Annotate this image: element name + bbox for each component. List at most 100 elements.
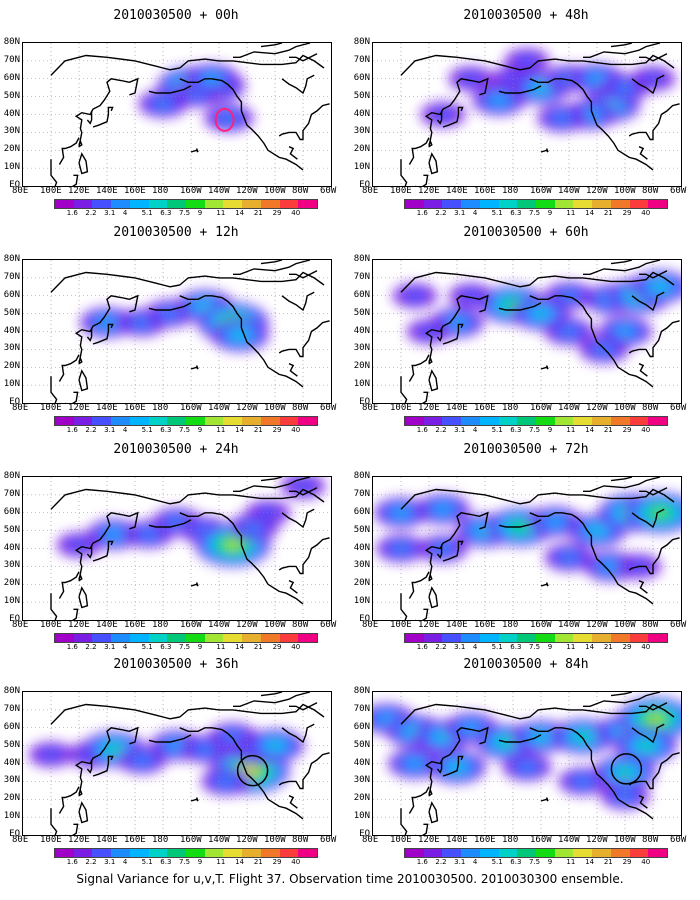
lon-tick-label: 100W [614,620,636,630]
coastline [428,356,433,365]
coastline [400,808,408,835]
lon-tick-label: 80W [642,186,659,196]
colorbar-label: 2.2 [435,858,447,866]
variance-contour [67,538,91,552]
lon-tick-label: 140E [96,620,118,630]
colorbar-label: 29 [272,643,282,651]
colorbar-swatch [442,200,462,208]
variance-contour [245,768,254,773]
colorbar-label: 5.1 [491,426,503,434]
colorbar-swatch [423,200,443,208]
coastline [281,291,315,312]
lat-tick-label: 80N [3,686,20,696]
colorbar-swatch [554,849,574,857]
heatmap-svg [23,692,331,835]
coastline [78,586,89,609]
lat-tick-label: 50N [3,307,20,318]
coastline [260,692,283,697]
colorbar-swatch [461,200,480,208]
coastline [498,85,542,94]
colorbar-swatch [517,417,537,425]
coastline [190,582,199,587]
coastline [50,703,180,725]
coastline [583,692,661,708]
lon-tick-label: 60W [670,835,687,845]
coastline [610,43,633,48]
colorbar-swatch [648,417,668,425]
coastline [289,487,318,496]
colorbar-label: 40 [291,858,301,866]
coastline [86,327,93,342]
colorbar-label: 2.2 [85,426,97,434]
lat-tick-label: 40N [353,542,370,553]
coastline [638,795,648,809]
lon-tick-label: 120W [586,186,608,196]
lat-tick-label: 70N [353,54,370,65]
colorbar-label: 7.5 [179,858,191,866]
colorbar-label: 40 [291,209,301,217]
colorbar-label: 29 [272,426,282,434]
coastline [498,734,542,743]
coastline [529,78,654,171]
panel-title: 2010030500 + 84h [463,657,589,672]
colorbar-swatch [279,417,299,425]
coastline [92,540,114,562]
lon-tick-label: 120E [418,186,440,196]
colorbar-swatch [223,417,243,425]
colorbar-label: 21 [253,858,263,866]
lon-tick-label: 120E [418,620,440,630]
variance-contour [108,746,120,753]
coastline [408,786,430,814]
coastline [288,146,298,160]
coastline [78,573,83,582]
coastline [639,270,668,279]
colorbar-label: 6.3 [510,858,522,866]
colorbar-swatch [298,200,318,208]
coastline [540,148,549,153]
colorbar-swatch [260,634,280,642]
lat-tick-label: 80N [3,254,20,264]
lon-tick-label: 180 [152,403,169,413]
map-panel [22,259,332,404]
lon-tick-label: 160W [180,186,202,196]
coastline [86,544,93,559]
colorbar-swatch [536,849,555,857]
colorbar-swatch [242,200,261,208]
colorbar-swatch [148,849,168,857]
observation-marker [214,107,235,132]
coastline [631,508,665,529]
colorbar-swatch [498,200,518,208]
colorbar-swatch [610,849,630,857]
coastline [78,152,89,175]
observation-marker [610,753,643,785]
colorbar-swatch [498,417,518,425]
colorbar-label: 40 [641,643,651,651]
lon-tick-label: 120E [418,835,440,845]
lon-tick-label: 80W [292,403,309,413]
lon-tick-label: 140W [558,403,580,413]
coastline [436,544,443,559]
lon-tick-label: 160W [180,403,202,413]
lat-tick-label: 20N [3,361,20,372]
colorbar-label: 4 [472,209,478,217]
coastline [610,477,633,482]
colorbar [404,633,668,643]
coastline [92,323,114,345]
colorbar-swatch [279,849,299,857]
coastline [638,580,648,594]
lon-tick-label: 60W [670,403,687,413]
variance-contour [245,522,263,532]
coastline [179,78,304,171]
lat-tick-label: 70N [353,488,370,499]
coastline [148,302,192,311]
colorbar-swatch [298,417,318,425]
lon-tick-label: 180 [502,835,519,845]
lon-tick-label: 120W [236,835,258,845]
coastline [400,159,408,186]
colorbar-label: 7.5 [529,426,541,434]
colorbar-swatch [92,200,112,208]
variance-contour [140,529,158,539]
map-panel [372,691,682,836]
lon-tick-label: 80E [12,835,29,845]
